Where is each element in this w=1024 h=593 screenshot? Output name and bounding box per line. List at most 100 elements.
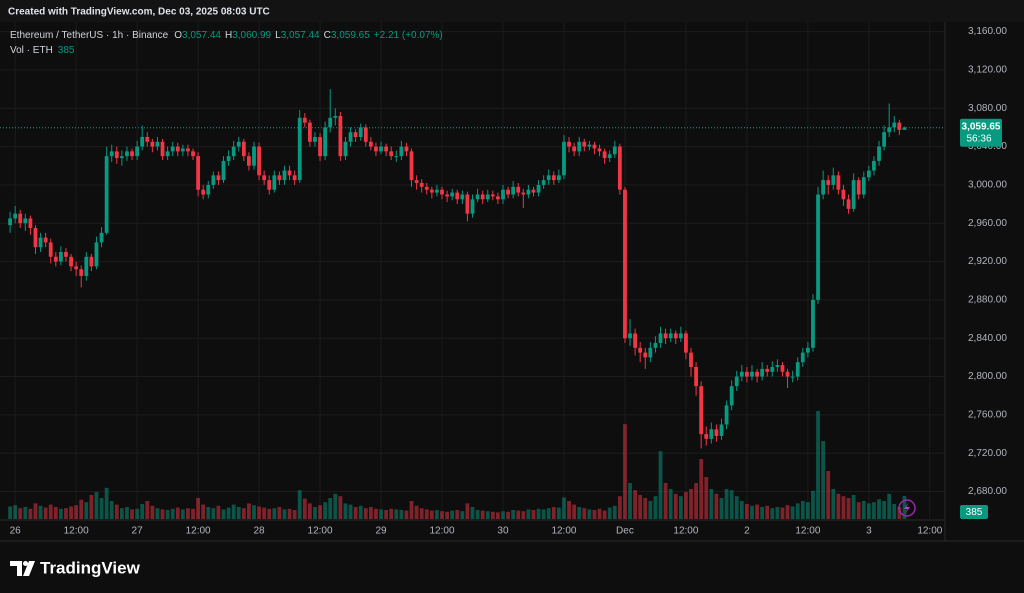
- volume-bar: [480, 510, 485, 519]
- volume-bar: [196, 498, 200, 519]
- volume-bar: [668, 489, 673, 519]
- volume-bar: [572, 504, 577, 519]
- volume-bar: [734, 496, 739, 519]
- volume-bar: [638, 495, 643, 519]
- ohlc-value: 3,057.44: [182, 30, 221, 41]
- y-tick-label: 2,760.00: [968, 410, 1007, 421]
- volume-bar: [602, 510, 607, 519]
- candle-body: [633, 333, 638, 348]
- y-tick-label: 2,800.00: [968, 371, 1007, 382]
- candle-body: [379, 146, 383, 152]
- last-price-box: [960, 118, 1002, 147]
- candle-body: [353, 132, 358, 137]
- alert-icon[interactable]: [898, 499, 916, 517]
- volume-bar: [48, 504, 53, 519]
- candle-body: [114, 151, 119, 159]
- volume-bar: [866, 503, 871, 519]
- candle-body: [389, 151, 394, 157]
- candle-body: [307, 122, 312, 142]
- candles: [8, 89, 907, 449]
- volume-bar: [175, 507, 180, 519]
- volume-bar: [780, 507, 785, 519]
- volume-bar: [353, 507, 358, 519]
- logo-dot: [23, 561, 28, 566]
- candle-body: [48, 242, 53, 257]
- candle-body: [709, 429, 714, 439]
- volume-bar: [247, 503, 251, 519]
- volume-value: 385: [58, 45, 75, 56]
- volume-bar: [872, 502, 876, 519]
- candle-body: [343, 141, 348, 157]
- candle-body: [125, 151, 129, 157]
- volume-bar: [53, 507, 58, 519]
- volume-bar: [623, 424, 627, 519]
- volume-box-label: 385: [966, 507, 983, 518]
- brand-name: TradingView: [40, 558, 141, 577]
- y-tick-label: 3,120.00: [968, 65, 1007, 76]
- volume-bar: [851, 495, 856, 519]
- volume-bar: [348, 504, 353, 519]
- volume-bar: [653, 496, 658, 519]
- candle-body: [318, 136, 322, 157]
- symbol-legend: Ethereum / TetherUS · 1h · Binance O3,057…: [10, 30, 443, 41]
- volume-bar: [694, 483, 698, 519]
- volume-bar: [882, 501, 887, 519]
- volume-bar: [887, 493, 892, 519]
- volume-bar: [297, 490, 302, 519]
- logo-slash: [23, 561, 35, 576]
- candle-body: [226, 156, 231, 161]
- volume-bar: [689, 489, 693, 519]
- candle-body: [882, 132, 887, 147]
- candle-body: [623, 189, 627, 339]
- candle-body: [689, 352, 693, 367]
- volume-bar: [323, 502, 328, 519]
- y-tick-label: 2,880.00: [968, 295, 1007, 306]
- candle-body: [755, 371, 759, 377]
- x-tick-label: 12:00: [186, 526, 211, 537]
- candle-body: [252, 146, 256, 166]
- candle-body: [302, 117, 307, 123]
- volume-bar: [307, 503, 312, 519]
- volume-bar: [13, 505, 18, 519]
- candle-body: [236, 141, 241, 147]
- ohlc-value: 3,059.65: [331, 30, 370, 41]
- volume-bar: [58, 508, 63, 519]
- volume-bar: [109, 501, 114, 519]
- candle-body: [902, 127, 907, 130]
- volume-bar: [74, 505, 79, 519]
- volume-bar: [38, 505, 43, 519]
- candle-body: [684, 333, 688, 353]
- candle-body: [694, 366, 698, 387]
- volume-bar: [79, 499, 84, 519]
- candle-body: [592, 144, 597, 149]
- candle-body: [795, 362, 800, 377]
- volume-bar: [739, 501, 744, 519]
- candle-body: [821, 180, 826, 195]
- candle-body: [668, 333, 673, 339]
- volume-bar: [186, 508, 190, 519]
- volume-bar: [241, 508, 246, 519]
- volume-bar: [501, 511, 505, 519]
- alert-bolt: [904, 502, 910, 514]
- volume-bar: [18, 508, 23, 519]
- volume-bar: [490, 511, 495, 519]
- candle-body: [511, 186, 516, 195]
- candle-body: [607, 154, 612, 159]
- candle-body: [506, 189, 510, 195]
- candle-body: [180, 148, 185, 152]
- candle-body: [94, 242, 99, 267]
- candle-body: [150, 141, 155, 147]
- candle-body: [323, 127, 328, 157]
- volume-bar: [262, 507, 267, 519]
- volume-bar: [226, 507, 231, 519]
- volume-bar: [699, 459, 704, 519]
- volume-bar: [521, 511, 526, 519]
- candle-body: [440, 189, 444, 195]
- volume-bar: [379, 509, 383, 519]
- candle-body: [765, 368, 770, 372]
- candle-body: [526, 189, 531, 195]
- volume-bar: [282, 509, 287, 519]
- volume-bar: [826, 471, 831, 519]
- candle-body: [429, 189, 434, 193]
- candle-body: [89, 256, 94, 267]
